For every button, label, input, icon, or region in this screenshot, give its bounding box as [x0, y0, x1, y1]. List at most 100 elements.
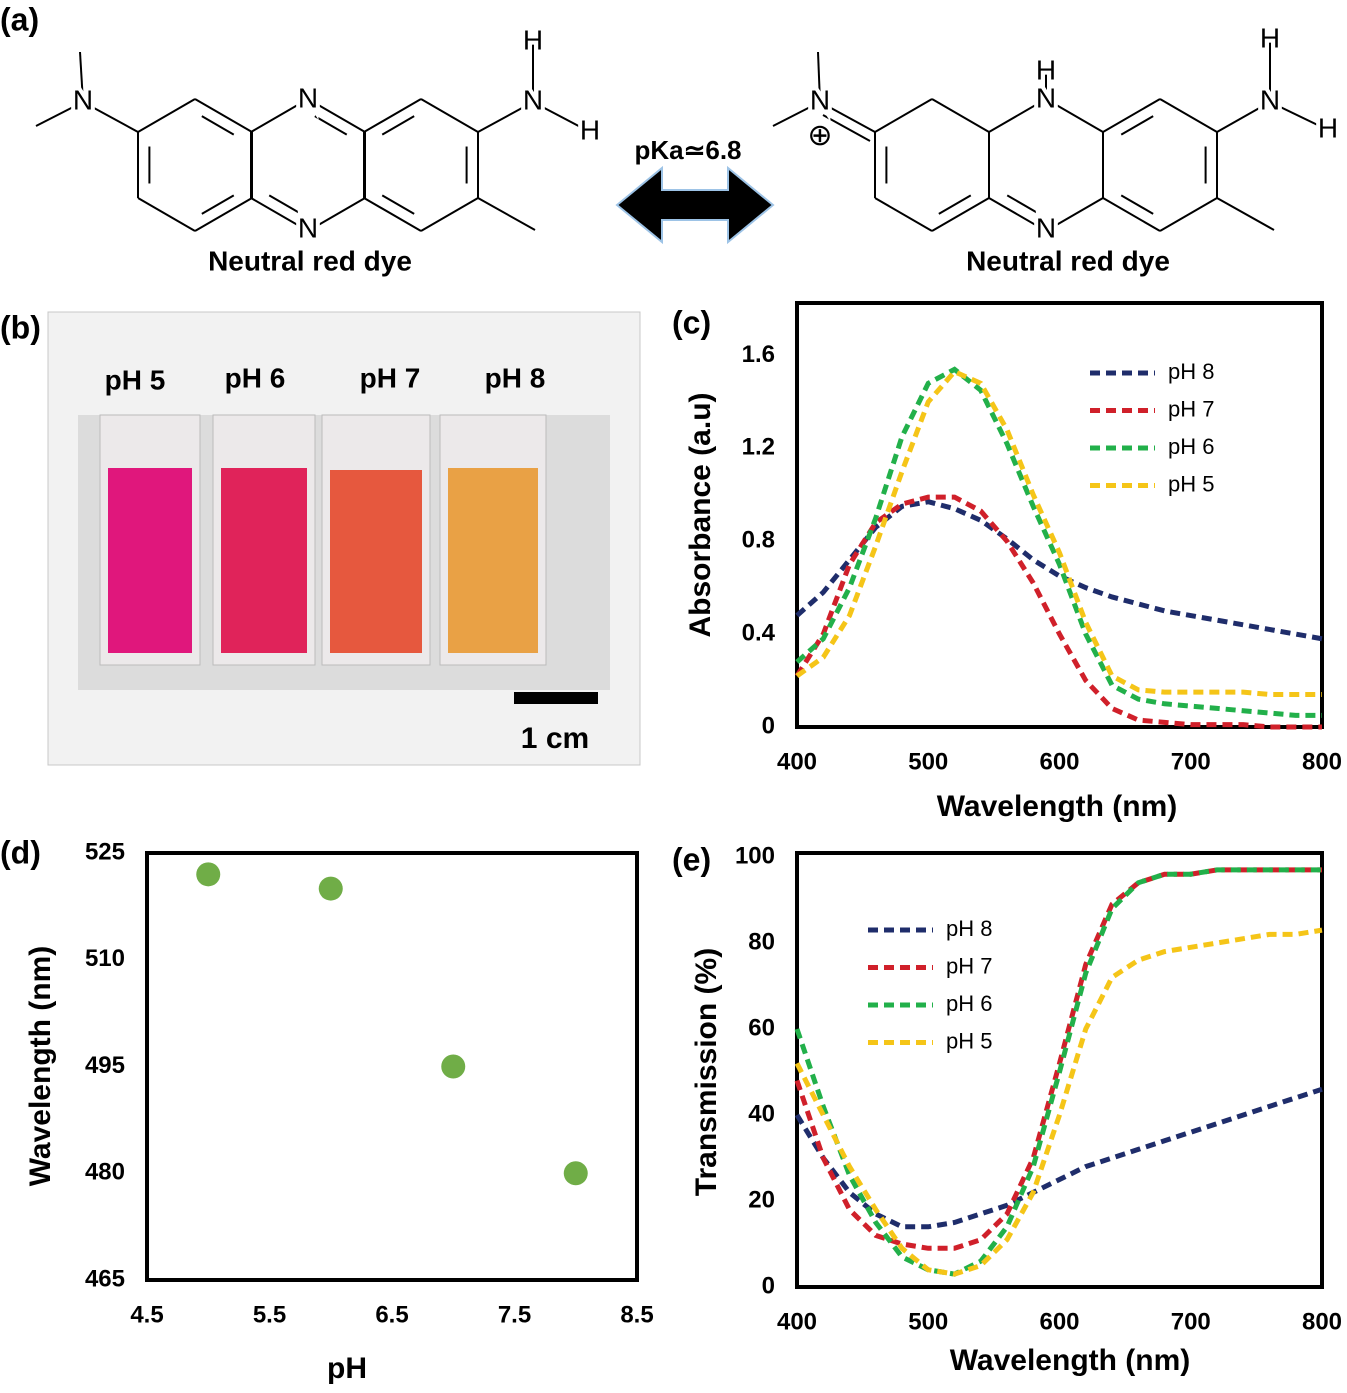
bond [363, 98, 422, 133]
bond [931, 197, 990, 232]
data-line [794, 494, 1322, 730]
atom: H [580, 114, 600, 145]
data-point [196, 862, 221, 887]
bond [1120, 115, 1154, 136]
x-tick-label: 700 [1171, 748, 1211, 775]
y-axis-title: Absorbance (a.u) [684, 392, 717, 637]
x-tick-label: 4.5 [130, 1301, 163, 1328]
atom: N [298, 212, 318, 243]
panel-label: (c) [672, 304, 711, 340]
bond [363, 197, 422, 232]
legend-label: pH 8 [1168, 359, 1214, 384]
data-line [795, 366, 1322, 718]
x-axis-title: Wavelength (nm) [950, 1344, 1191, 1377]
x-tick-label: 8.5 [620, 1301, 653, 1328]
charge: ⊕ [807, 119, 832, 152]
atom: N [1260, 84, 1280, 115]
x-tick-label: 6.5 [375, 1301, 408, 1328]
data-line [795, 368, 1322, 697]
atom: H [1036, 54, 1056, 85]
bond [1159, 98, 1218, 133]
bond [1045, 197, 1104, 232]
x-tick-label: 600 [1039, 748, 1079, 775]
bond [1102, 197, 1161, 232]
y-tick-label: 100 [735, 842, 775, 869]
y-tick-label: 0 [762, 712, 775, 739]
data-point [563, 1161, 588, 1186]
bond [137, 197, 196, 232]
x-tick-label: 400 [777, 1308, 817, 1335]
bond [1102, 98, 1161, 133]
bond [988, 98, 1047, 133]
bond [874, 98, 933, 133]
data-line [794, 927, 1323, 1277]
bond [307, 98, 366, 133]
panel-label: (e) [672, 841, 711, 877]
bond [988, 197, 1047, 232]
bond [194, 98, 253, 133]
bond [1159, 197, 1218, 232]
y-tick-label: 0.8 [742, 527, 775, 554]
legend-label: pH 5 [946, 1028, 992, 1053]
y-tick-label: 80 [748, 928, 775, 955]
panel-label: (b) [0, 309, 41, 345]
bond [381, 115, 415, 136]
bond [938, 194, 972, 215]
y-tick-label: 495 [85, 1052, 125, 1079]
atom: N [1036, 212, 1056, 243]
y-tick-label: 1.2 [742, 434, 775, 461]
x-tick-label: 700 [1171, 1308, 1211, 1335]
panel-label: (a) [0, 1, 39, 37]
atom: N [1036, 82, 1056, 113]
photo-label: pH 7 [360, 362, 421, 393]
y-tick-label: 465 [85, 1265, 125, 1292]
x-tick-label: 800 [1302, 1308, 1342, 1335]
x-tick-label: 500 [908, 1308, 948, 1335]
atom: H [1318, 112, 1338, 143]
y-tick-label: 525 [85, 838, 125, 865]
y-axis-title: Wavelength (nm) [24, 946, 57, 1187]
legend-label: pH 6 [1168, 434, 1214, 459]
bond [194, 197, 253, 232]
x-tick-label: 7.5 [498, 1301, 531, 1328]
bond [1006, 194, 1040, 215]
x-tick-label: 5.5 [253, 1301, 286, 1328]
bond [137, 98, 196, 133]
bond [314, 115, 348, 136]
bond [420, 98, 479, 133]
y-tick-label: 60 [748, 1014, 775, 1041]
plot-frame [795, 301, 1324, 729]
data-line [794, 867, 1322, 1251]
legend-label: pH 6 [946, 991, 992, 1016]
legend-label: pH 7 [1168, 396, 1214, 421]
atom: N [523, 84, 543, 115]
x-axis-title: Wavelength (nm) [937, 790, 1178, 823]
y-tick-label: 510 [85, 945, 125, 972]
atom: N [73, 84, 93, 115]
bond [201, 194, 235, 215]
x-tick-label: 600 [1039, 1308, 1079, 1335]
data-point [441, 1054, 466, 1079]
y-tick-label: 0.4 [742, 619, 776, 646]
x-tick-label: 800 [1302, 748, 1342, 775]
substituent-bonds [35, 40, 1329, 231]
photo [47, 311, 641, 766]
x-tick-label: 500 [908, 748, 948, 775]
photo-label: pH 6 [225, 362, 286, 393]
data-point [318, 876, 343, 901]
y-tick-label: 1.6 [742, 341, 775, 368]
structure-caption: Neutral red dye [208, 245, 412, 276]
bond [1120, 194, 1154, 215]
photo-label: pH 5 [105, 364, 166, 395]
scale-bar-label: 1 cm [521, 722, 589, 755]
legend-label: pH 8 [946, 916, 992, 941]
legend-label: pH 5 [1168, 471, 1214, 496]
y-tick-label: 0 [762, 1272, 775, 1299]
atom: H [523, 24, 543, 55]
plot-frame [795, 851, 1324, 1289]
plot-frame [145, 851, 639, 1282]
legend-label: pH 7 [946, 953, 992, 978]
bond [874, 197, 933, 232]
panel-label: (d) [0, 834, 41, 870]
equilibrium-label: pKa≃6.8 [634, 135, 741, 165]
